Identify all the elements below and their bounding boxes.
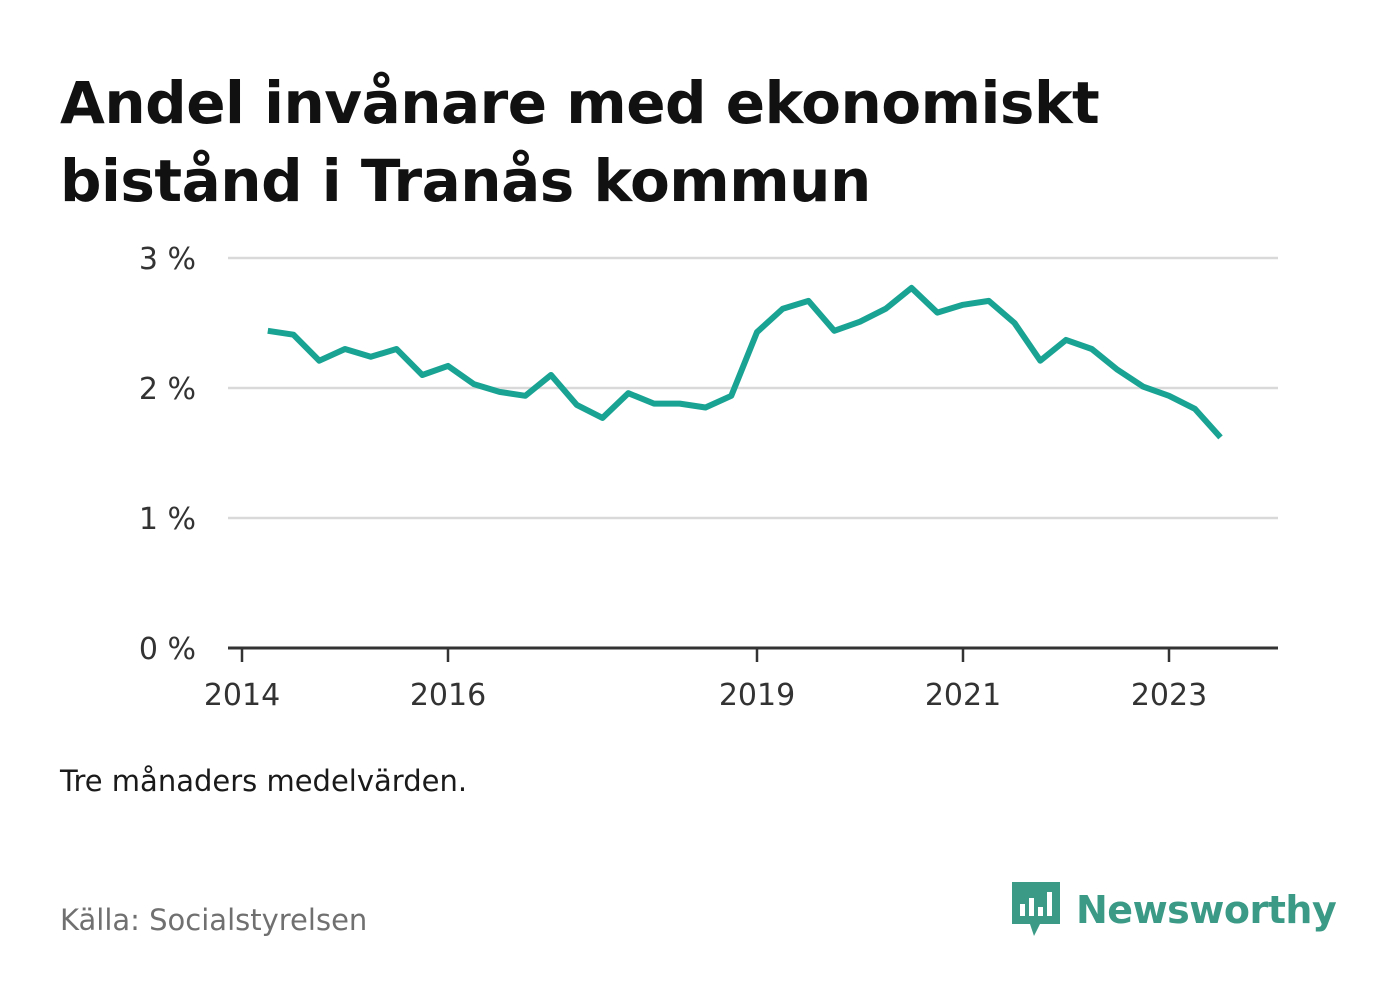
x-tick-label: 2021 [925,678,1001,713]
x-tick-label: 2016 [410,678,486,713]
brand-name: Newsworthy [1076,888,1337,932]
y-tick-label: 2 % [139,372,196,407]
series-group [267,284,1223,440]
gridlines [228,256,1278,520]
y-tick-label: 1 % [139,502,196,537]
y-tick-label: 3 % [139,242,196,277]
chart-note: Tre månaders medelvärden. [60,764,468,798]
series-line [267,284,1223,440]
brand-logo[interactable]: Newsworthy [1010,880,1337,940]
x-tick-label: 2019 [719,678,795,713]
x-tick-label: 2023 [1131,678,1207,713]
newsworthy-logo-icon [1012,882,1060,936]
x-tick-label: 2014 [204,678,280,713]
source-credit: Källa: Socialstyrelsen [60,903,368,937]
chart-title: Andel invånare med ekonomiskt bistånd i … [60,69,1100,215]
y-tick-label: 0 % [139,632,196,667]
y-axis-labels: 0 % 1 % 2 % 3 % [139,242,196,667]
x-axis-ticks: 2014 2016 2019 2021 2023 [204,648,1207,713]
